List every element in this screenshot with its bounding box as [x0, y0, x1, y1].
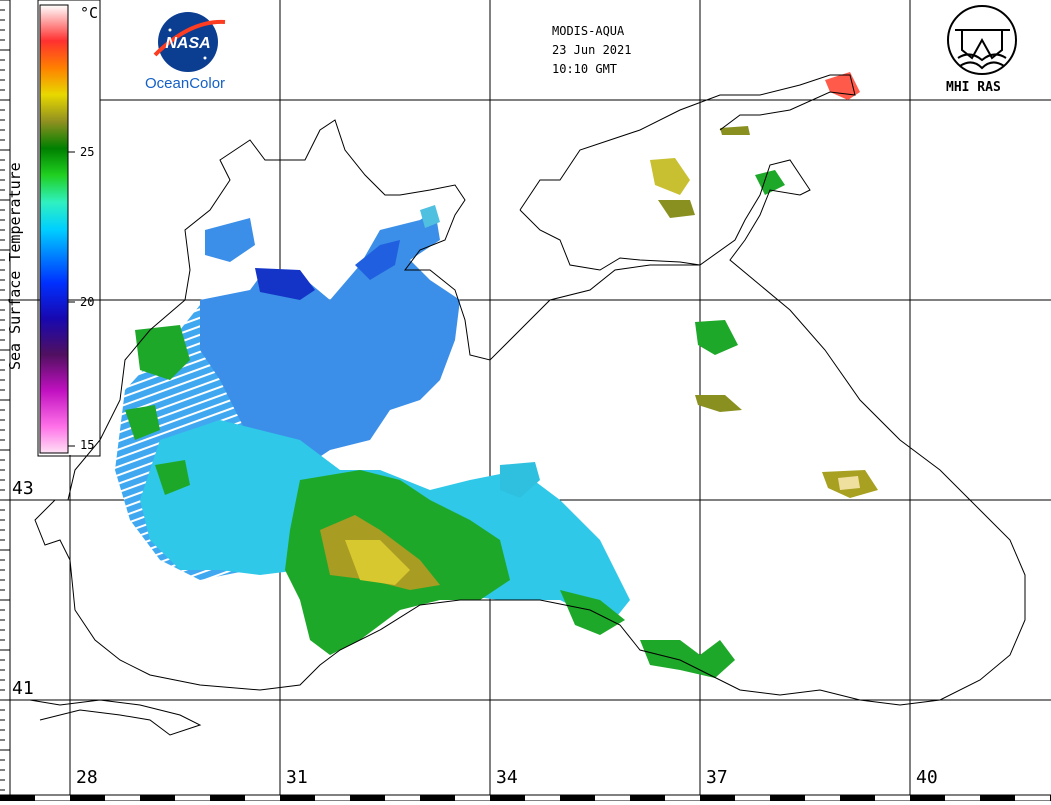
- ruler-block: [350, 795, 385, 801]
- acquisition-info: MODIS-AQUA 23 Jun 2021 10:10 GMT: [552, 22, 631, 79]
- ruler-block: [70, 795, 105, 801]
- lon-label-40: 40: [916, 767, 938, 788]
- ruler-block: [140, 795, 175, 801]
- ruler-block: [0, 795, 35, 801]
- colorbar: [39, 4, 69, 454]
- lon-label-28: 28: [76, 767, 98, 788]
- ruler-block: [910, 795, 945, 801]
- ruler-block: [770, 795, 805, 801]
- ruler-block: [280, 795, 315, 801]
- lon-label-37: 37: [706, 767, 728, 788]
- sst-data: [115, 72, 878, 678]
- lon-label-31: 31: [286, 767, 308, 788]
- coastline: [34, 119, 1026, 706]
- colorbar-tick: 20: [80, 295, 95, 309]
- lat-ruler: [0, 0, 11, 801]
- ruler-block: [490, 795, 525, 801]
- ruler-block: [840, 795, 875, 801]
- oceancolor-caption: OceanColor: [145, 75, 226, 92]
- ruler-block: [630, 795, 665, 801]
- satellite-name: MODIS-AQUA: [552, 24, 625, 38]
- mhi-logo: [947, 5, 1017, 75]
- lon-label-34: 34: [496, 767, 518, 788]
- lat-label-41: 41: [12, 678, 34, 699]
- nasa-logo: NASA: [153, 12, 226, 72]
- ruler-block: [980, 795, 1015, 801]
- svg-text:NASA: NASA: [165, 35, 210, 52]
- lat-label-43: 43: [12, 478, 34, 499]
- unit-label: °C: [80, 4, 99, 22]
- ruler-block: [700, 795, 735, 801]
- colorbar-tick: 25: [80, 145, 95, 159]
- mhi-caption: MHI RAS: [946, 80, 1001, 95]
- colorbar-tick: 15: [80, 438, 95, 452]
- lon-ruler: [0, 794, 1051, 802]
- acquisition-time: 10:10 GMT: [552, 62, 618, 76]
- colorbar-title: Sea Surface Temperature: [6, 162, 24, 370]
- ruler-block: [420, 795, 455, 801]
- ruler-block: [210, 795, 245, 801]
- acquisition-date: 23 Jun 2021: [552, 43, 632, 57]
- ruler-block: [560, 795, 595, 801]
